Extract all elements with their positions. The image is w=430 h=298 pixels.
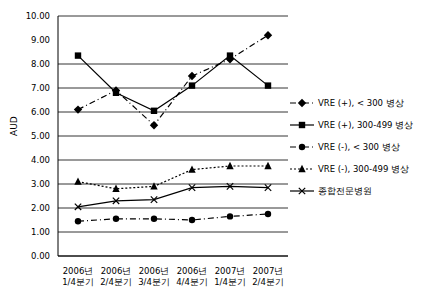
svg-text:2006년3/4분기: 2006년3/4분기: [138, 266, 170, 287]
svg-text:1.00: 1.00: [31, 227, 50, 237]
svg-text:4.00: 4.00: [31, 155, 50, 165]
svg-text:9.00: 9.00: [31, 35, 50, 45]
svg-text:2006년2/4분기: 2006년2/4분기: [100, 266, 132, 287]
svg-text:2006년4/4분기: 2006년4/4분기: [176, 266, 208, 287]
svg-text:VRE (-), < 300 병상: VRE (-), < 300 병상: [318, 142, 400, 152]
svg-text:종합전문병원: 종합전문병원: [318, 186, 372, 196]
svg-text:VRE (+), < 300 병상: VRE (+), < 300 병상: [318, 98, 404, 108]
svg-text:2007년1/4분기: 2007년1/4분기: [214, 266, 246, 287]
svg-text:3.00: 3.00: [31, 179, 50, 189]
svg-text:10.00: 10.00: [26, 11, 50, 21]
svg-text:AUD: AUD: [9, 116, 19, 136]
svg-text:2007년2/4분기: 2007년2/4분기: [252, 266, 284, 287]
svg-text:2006년1/4분기: 2006년1/4분기: [62, 266, 94, 287]
svg-text:5.00: 5.00: [31, 131, 50, 141]
svg-text:VRE (-), 300-499 병상: VRE (-), 300-499 병상: [318, 164, 409, 174]
svg-text:2.00: 2.00: [31, 203, 50, 213]
svg-text:0.00: 0.00: [31, 251, 50, 261]
svg-text:VRE (+), 300-499 병상: VRE (+), 300-499 병상: [318, 120, 413, 130]
svg-text:7.00: 7.00: [31, 83, 50, 93]
svg-text:8.00: 8.00: [31, 59, 50, 69]
svg-text:6.00: 6.00: [31, 107, 50, 117]
